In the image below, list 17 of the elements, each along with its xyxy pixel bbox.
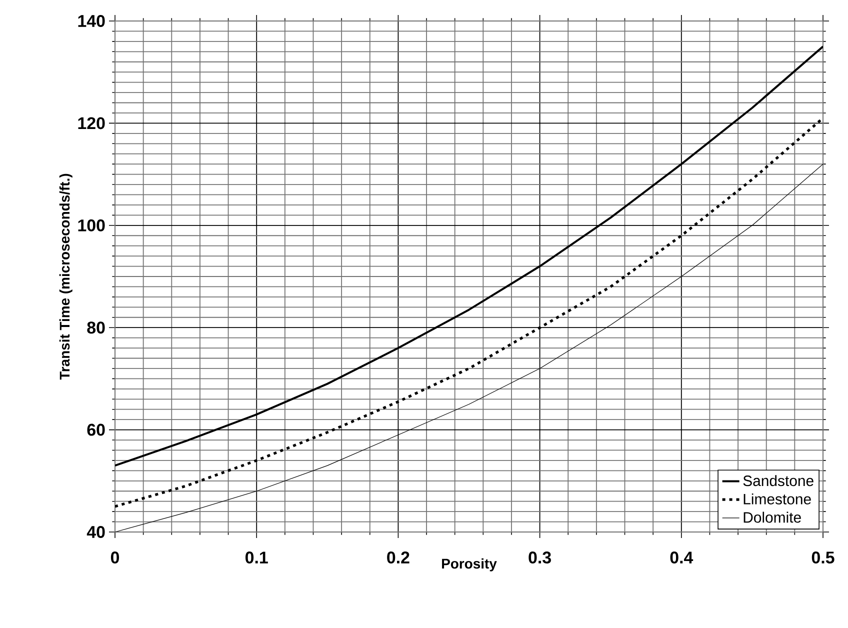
y-tick-label: 40 — [86, 526, 105, 538]
x-tick-label: 0 — [110, 552, 120, 564]
y-axis-title: Transit Time (microseconds/ft.) — [59, 174, 72, 380]
x-tick-label: 0.5 — [812, 552, 834, 564]
y-tick-label: 140 — [78, 14, 105, 27]
y-tick-label: 60 — [87, 424, 105, 436]
x-tick-label: 0.1 — [246, 552, 268, 564]
y-tick-label: 80 — [87, 322, 105, 334]
legend-label: Limestone — [744, 493, 811, 504]
x-axis-title: Porosity — [442, 558, 497, 572]
y-tick-label: 120 — [78, 117, 105, 130]
x-tick-label: 0.4 — [670, 552, 694, 564]
x-tick-label: 0.2 — [387, 552, 410, 564]
legend-label: Dolomite — [744, 512, 801, 523]
legend-label: Sandstone — [743, 475, 814, 486]
y-tick-label: 100 — [78, 219, 105, 232]
x-tick-label: 0.3 — [528, 552, 551, 564]
